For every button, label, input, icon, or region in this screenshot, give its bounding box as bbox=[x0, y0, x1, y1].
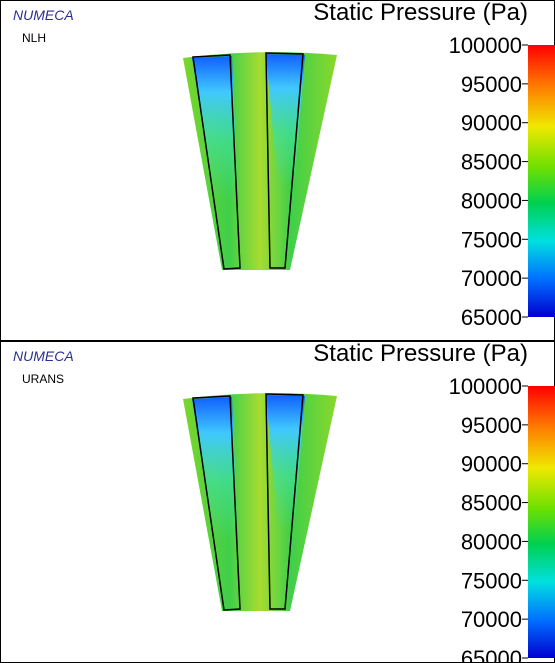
blade bbox=[265, 52, 304, 269]
tick-label: 80000 bbox=[461, 529, 522, 554]
panel: NUMECA NLH Static Pressure (Pa) 100000 95000… bbox=[0, 0, 555, 341]
tick-label: 90000 bbox=[461, 111, 522, 136]
tick-label: 75000 bbox=[461, 227, 522, 252]
tick-label: 65000 bbox=[461, 305, 522, 330]
tick-label: 95000 bbox=[461, 413, 522, 438]
colorbar bbox=[528, 386, 555, 658]
tick-label: 80000 bbox=[461, 188, 522, 213]
suction-zone bbox=[266, 54, 305, 190]
tick-label: 100000 bbox=[449, 374, 522, 399]
blade bbox=[192, 54, 241, 270]
tick-label: 70000 bbox=[461, 266, 522, 291]
tick-label: 85000 bbox=[461, 150, 522, 175]
tick-label: 75000 bbox=[461, 568, 522, 593]
brand: NUMECA bbox=[13, 348, 74, 364]
tick-label: 95000 bbox=[461, 72, 522, 97]
blade bbox=[265, 393, 304, 610]
brand: NUMECA bbox=[13, 7, 74, 23]
suction-zone bbox=[192, 397, 238, 541]
tick-label: 65000 bbox=[461, 646, 522, 663]
panel: NUMECA URANS Static Pressure (Pa) 100000 950… bbox=[0, 340, 555, 663]
tick-label: 100000 bbox=[449, 33, 522, 58]
colorbar bbox=[528, 45, 555, 317]
blade bbox=[192, 395, 241, 611]
colorbar-title: Static Pressure (Pa) bbox=[313, 0, 528, 26]
tick-label: 70000 bbox=[461, 607, 522, 632]
suction-zone bbox=[266, 395, 305, 531]
panel-label: URANS bbox=[22, 372, 64, 386]
panel-label: NLH bbox=[22, 31, 46, 45]
colorbar-title: Static Pressure (Pa) bbox=[313, 340, 528, 367]
suction-zone bbox=[192, 56, 238, 200]
tick-label: 85000 bbox=[461, 491, 522, 516]
tick-label: 90000 bbox=[461, 452, 522, 477]
